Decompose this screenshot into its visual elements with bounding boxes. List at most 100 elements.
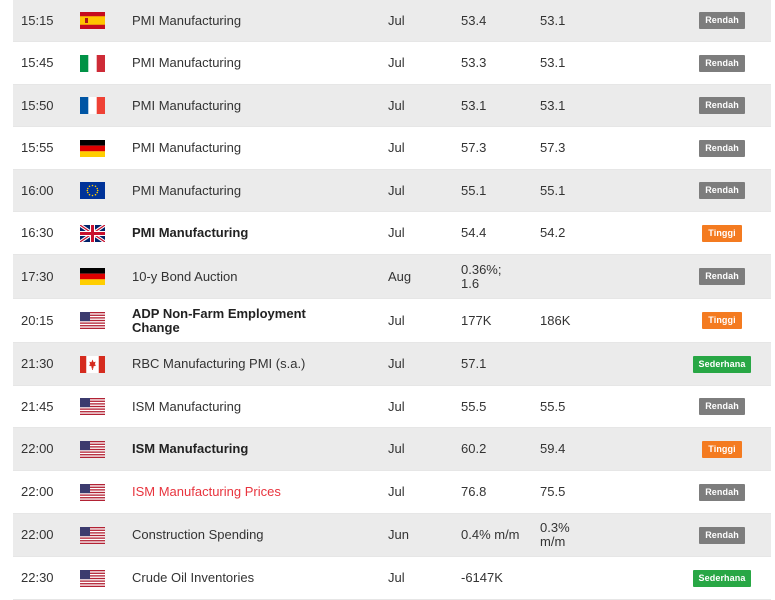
actual-value: 53.3 (461, 55, 487, 70)
event-name[interactable]: RBC Manufacturing PMI (s.a.) (132, 356, 306, 371)
event-name[interactable]: Crude Oil Inventories (132, 570, 255, 585)
actual-value: 57.3 (461, 140, 487, 155)
forecast-value (540, 343, 600, 385)
forecast-value: 57.3 (540, 140, 566, 155)
importance-cell: Tinggi (673, 299, 771, 342)
forecast-value: 54.2 (540, 225, 566, 240)
table-row[interactable]: 20:15 ADP Non-Farm Employment Change Jul 17… (13, 299, 771, 343)
forecast-value: 186K (540, 312, 571, 328)
event-period: Aug (388, 268, 412, 284)
event-name[interactable]: PMI Manufacturing (132, 182, 242, 198)
event-time: 16:30 (21, 225, 54, 240)
us-flag-icon (79, 471, 105, 513)
actual-value: -6147K (461, 570, 503, 585)
italy-flag-icon (79, 42, 105, 84)
importance-badge: Rendah (699, 12, 745, 29)
table-row[interactable]: 21:45 ISM Manufacturing Jul 55.5 55.5 Rendah (13, 386, 771, 428)
event-name[interactable]: 10-y Bond Auction (132, 268, 238, 284)
actual-value: 76.8 (461, 484, 487, 499)
table-row[interactable]: 15:50 PMI Manufacturing Jul 53.1 53.1 Rendah (13, 85, 771, 127)
table-row[interactable]: 21:30 RBC Manufacturing PMI (s.a.) Jul 57.1… (13, 343, 771, 386)
actual-value: 55.5 (461, 398, 487, 414)
canada-flag-icon (79, 343, 105, 385)
event-period: Jul (388, 356, 405, 371)
actual-value: 53.4 (461, 12, 487, 28)
table-row[interactable]: 15:15 PMI Manufacturing Jul 53.4 53.1 Rendah (13, 0, 771, 42)
table-row[interactable]: 22:00 ISM Manufacturing Prices Jul 76.8 75.5… (13, 471, 771, 514)
us-flag-icon (79, 428, 105, 470)
importance-badge: Rendah (699, 526, 745, 544)
importance-badge: Rendah (699, 398, 745, 415)
importance-badge: Rendah (699, 182, 745, 199)
importance-badge: Rendah (699, 97, 745, 114)
event-time: 22:00 (21, 441, 54, 456)
actual-value: 54.4 (461, 225, 487, 240)
actual-value: 60.2 (461, 441, 487, 456)
uk-flag-icon (79, 212, 105, 254)
actual-value: 57.1 (461, 356, 487, 371)
forecast-value: 0.3% m/m (540, 520, 570, 549)
forecast-value: 53.1 (540, 55, 566, 70)
event-time: 22:00 (21, 484, 54, 499)
table-row[interactable]: 16:00 PMI Manufacturing Jul 55.1 55.1 Rendah (13, 170, 771, 212)
table-row[interactable]: 16:30 PMI Manufacturing Jul 54.4 54.2 Tinggi (13, 212, 771, 255)
importance-cell: Rendah (673, 42, 771, 84)
france-flag-icon (79, 85, 105, 126)
table-row[interactable]: 22:30 Crude Oil Inventories Jul -6147K Seder… (13, 557, 771, 600)
importance-cell: Rendah (673, 85, 771, 126)
event-period: Jul (388, 140, 405, 155)
event-name[interactable]: ISM Manufacturing (132, 441, 249, 456)
event-name[interactable]: PMI Manufacturing (132, 55, 242, 70)
importance-badge: Rendah (699, 139, 745, 157)
germany-flag-icon (79, 255, 105, 298)
event-name[interactable]: PMI Manufacturing (132, 97, 242, 113)
importance-badge: Tinggi (702, 312, 742, 329)
table-row[interactable]: 22:00 Construction Spending Jun 0.4% m/m 0.3… (13, 514, 771, 557)
importance-cell: Rendah (673, 514, 771, 556)
table-row[interactable]: 15:55 PMI Manufacturing Jul 57.3 57.3 Rendah (13, 127, 771, 170)
event-name[interactable]: ISM Manufacturing (132, 398, 242, 414)
table-row[interactable]: 17:30 10-y Bond Auction Aug 0.36%; 1.6 Renda… (13, 255, 771, 299)
table-row[interactable]: 22:00 ISM Manufacturing Jul 60.2 59.4 Tinggi (13, 428, 771, 471)
us-flag-icon (79, 557, 105, 599)
forecast-value (540, 255, 600, 298)
actual-value: 0.36%; 1.6 (461, 261, 502, 291)
actual-value: 177K (461, 312, 492, 328)
event-name[interactable]: PMI Manufacturing (132, 12, 242, 28)
importance-cell: Sederhana (673, 343, 771, 385)
event-time: 22:30 (21, 570, 54, 585)
event-name[interactable]: Construction Spending (132, 527, 264, 542)
event-name[interactable]: ADP Non-Farm Employment Change (132, 305, 306, 335)
event-time: 15:45 (21, 55, 54, 70)
importance-cell: Sederhana (673, 557, 771, 599)
importance-cell: Rendah (673, 471, 771, 513)
importance-cell: Rendah (673, 386, 771, 427)
event-period: Jul (388, 97, 405, 113)
event-period: Jun (388, 527, 409, 542)
event-period: Jul (388, 398, 405, 414)
importance-cell: Rendah (673, 0, 771, 41)
forecast-value: 53.1 (540, 12, 566, 28)
event-time: 15:50 (21, 97, 54, 113)
us-flag-icon (79, 514, 105, 556)
importance-cell: Rendah (673, 127, 771, 169)
forecast-value: 55.1 (540, 182, 566, 198)
event-time: 21:30 (21, 356, 54, 371)
event-period: Jul (388, 12, 405, 28)
event-period: Jul (388, 225, 405, 240)
table-row[interactable]: 15:45 PMI Manufacturing Jul 53.3 53.1 Rendah (13, 42, 771, 85)
event-name[interactable]: PMI Manufacturing (132, 140, 242, 155)
importance-badge: Sederhana (692, 569, 752, 587)
forecast-value: 53.1 (540, 97, 566, 113)
importance-badge: Rendah (699, 268, 745, 285)
importance-badge: Tinggi (702, 224, 742, 242)
event-name[interactable]: ISM Manufacturing Prices (132, 484, 281, 499)
forecast-value: 55.5 (540, 398, 566, 414)
actual-value: 55.1 (461, 182, 487, 198)
forecast-value: 75.5 (540, 484, 566, 499)
event-name[interactable]: PMI Manufacturing (132, 225, 249, 240)
event-time: 21:45 (21, 398, 54, 414)
economic-calendar-table: 15:15 PMI Manufacturing Jul 53.4 53.1 Rendah 1… (13, 0, 771, 600)
importance-badge: Rendah (699, 483, 745, 501)
event-time: 17:30 (21, 268, 54, 284)
